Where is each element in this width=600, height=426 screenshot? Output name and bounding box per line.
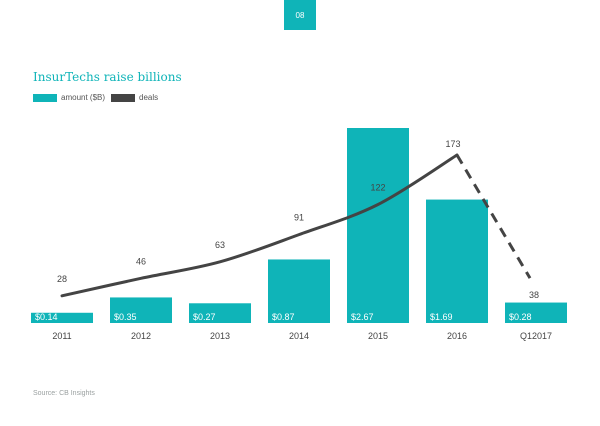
- x-tick-label-2013: 2013: [210, 331, 230, 341]
- deals-label-2015: 122: [370, 183, 385, 193]
- x-tick-label-2012: 2012: [131, 331, 151, 341]
- x-tick-label-2016: 2016: [447, 331, 467, 341]
- deals-label-2012: 46: [136, 256, 146, 266]
- page-number: 08: [295, 10, 305, 20]
- bar-2013: [189, 303, 251, 323]
- bar-2014: [268, 259, 330, 323]
- legend-label-deals: deals: [139, 93, 159, 102]
- bar-2015: [347, 128, 409, 323]
- legend-label-amount: amount ($B): [61, 93, 106, 102]
- bar-value-label-2012: $0.35: [114, 312, 137, 322]
- x-tick-label-2011: 2011: [52, 331, 71, 341]
- bar-value-label-2016: $1.69: [430, 312, 453, 322]
- deals-label-2016: 173: [445, 139, 460, 149]
- deals-label-2011: 28: [57, 274, 67, 284]
- legend-swatch-amount: [33, 93, 57, 102]
- bar-value-label-2014: $0.87: [272, 312, 295, 322]
- deals-label-Q12017: 38: [529, 290, 539, 300]
- bar-value-label-2013: $0.27: [193, 312, 216, 322]
- legend-item-amount: amount ($B): [33, 93, 105, 102]
- bar-value-label-2011: $0.14: [35, 312, 58, 322]
- source-note: Source: CB Insights: [33, 390, 95, 397]
- bar-2012: [110, 297, 172, 323]
- x-tick-label-2015: 2015: [368, 331, 388, 341]
- deals-label-2013: 63: [215, 240, 225, 250]
- legend-swatch-deals: [111, 93, 136, 102]
- bar-2016: [426, 199, 488, 323]
- bar-Q12017: [505, 302, 567, 323]
- chart-title: InsurTechs raise billions: [33, 70, 182, 84]
- bar-value-label-Q12017: $0.28: [509, 312, 532, 322]
- legend-item-deals: deals: [111, 93, 158, 102]
- page-number-badge: 08: [284, 0, 316, 30]
- x-tick-label-2014: 2014: [289, 331, 309, 341]
- deals-line-dashed-segment: [455, 154, 532, 279]
- x-tick-label-Q12017: Q12017: [520, 331, 552, 341]
- deals-line: [60, 153, 459, 298]
- bar-value-label-2015: $2.67: [351, 312, 374, 322]
- deals-label-2014: 91: [294, 213, 304, 223]
- bar-2011: [31, 312, 93, 323]
- chart-legend: amount ($B) deals: [33, 93, 164, 102]
